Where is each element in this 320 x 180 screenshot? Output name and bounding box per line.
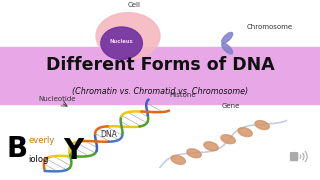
Text: Nucleotide: Nucleotide [39, 96, 76, 102]
Ellipse shape [171, 155, 185, 164]
Text: Histone: Histone [169, 92, 196, 98]
Ellipse shape [96, 13, 160, 59]
Text: DNA: DNA [100, 130, 117, 139]
Text: Nucleus: Nucleus [110, 39, 133, 44]
Text: (Chromatin vs. Chromatid vs. Chromosome): (Chromatin vs. Chromatid vs. Chromosome) [72, 87, 248, 96]
Text: Y: Y [63, 137, 84, 165]
Ellipse shape [222, 32, 233, 43]
Text: everly: everly [28, 136, 54, 145]
Ellipse shape [204, 142, 218, 151]
Text: Gene: Gene [221, 103, 240, 109]
FancyBboxPatch shape [291, 153, 298, 161]
Ellipse shape [221, 135, 235, 144]
Ellipse shape [222, 43, 233, 54]
Ellipse shape [255, 121, 269, 130]
Text: iolog: iolog [28, 155, 49, 164]
Bar [0, 47, 320, 104]
Ellipse shape [238, 128, 252, 137]
Text: Chromosome: Chromosome [246, 24, 292, 30]
Ellipse shape [187, 149, 201, 158]
Ellipse shape [101, 27, 142, 59]
Text: Cell: Cell [128, 2, 141, 8]
Text: B: B [6, 135, 28, 163]
Text: Different Forms of DNA: Different Forms of DNA [46, 56, 274, 74]
